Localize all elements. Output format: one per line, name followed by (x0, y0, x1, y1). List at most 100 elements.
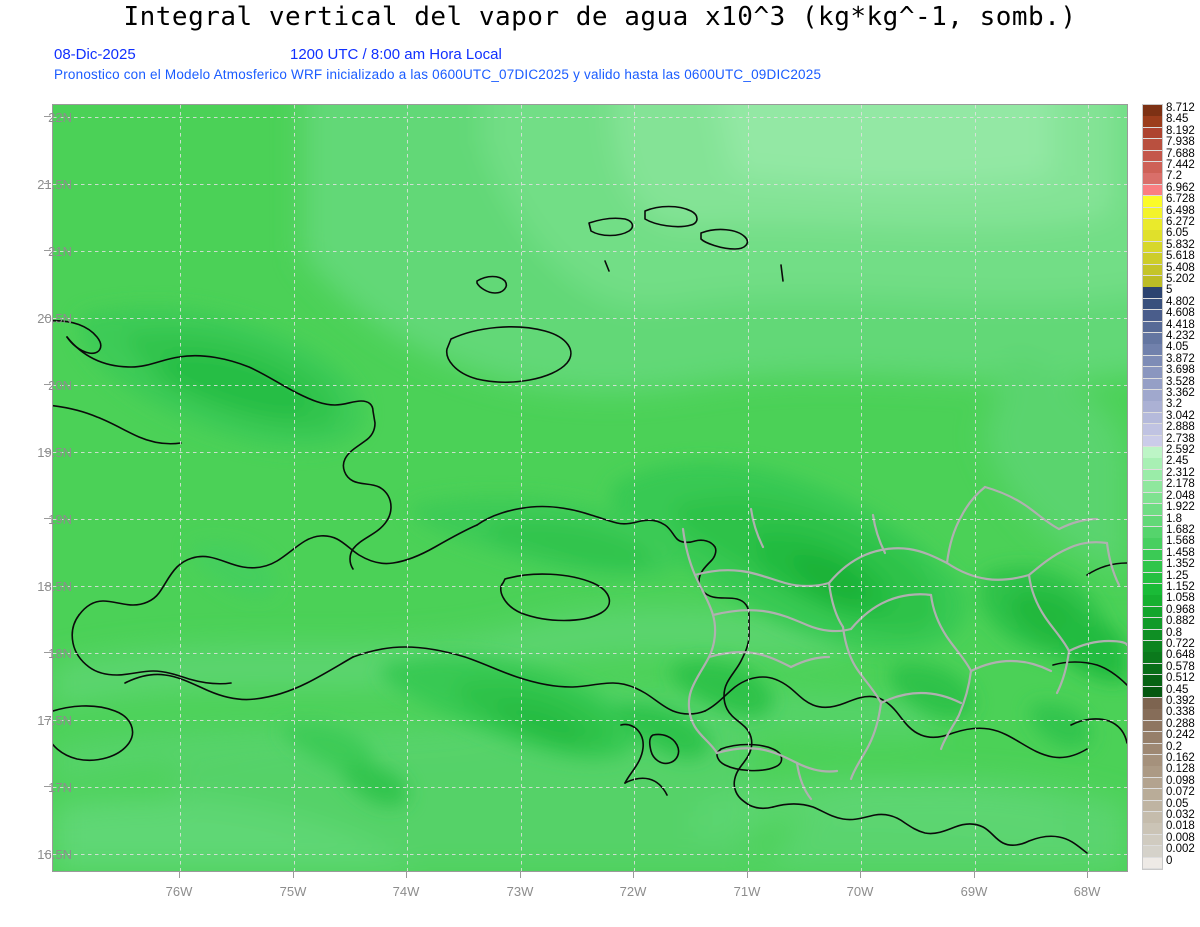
colorbar-swatch (1143, 504, 1162, 515)
colorbar-swatch (1143, 811, 1162, 823)
colorbar-tick-label: 3.362 (1166, 387, 1195, 400)
colorbar-swatch (1143, 184, 1162, 196)
colorbar-swatch (1143, 207, 1162, 219)
colorbar-tick-label: 4.05 (1166, 341, 1189, 354)
colorbar-tick-label: 5.202 (1166, 273, 1195, 286)
y-axis-label: 19N (48, 512, 72, 527)
x-axis-label: 72W (619, 884, 647, 899)
colorbar-swatch (1143, 412, 1162, 424)
colorbar-tick-label: 0.018 (1166, 820, 1195, 833)
colorbar-swatch (1143, 834, 1162, 846)
colorbar-tick-label: 8.192 (1166, 124, 1195, 137)
colorbar-swatch (1143, 709, 1162, 720)
moisture-field (53, 105, 1127, 871)
colorbar-tick-label: 2.178 (1166, 478, 1195, 491)
map-plot-area[interactable]: Sisπ - ONAMET/REP.DOM. (52, 104, 1128, 872)
colorbar-tick-label: 0.2 (1166, 740, 1182, 753)
colorbar-swatch (1143, 823, 1162, 834)
colorbar-tick-label: 5.408 (1166, 261, 1195, 274)
colorbar-tick-label: 3.2 (1166, 398, 1182, 411)
colorbar-swatch (1143, 549, 1162, 561)
colorbar-swatch (1143, 219, 1162, 230)
colorbar-swatch (1143, 846, 1162, 857)
colorbar-swatch (1143, 162, 1162, 173)
colorbar-swatch (1143, 618, 1162, 629)
colorbar-swatch (1143, 538, 1162, 549)
y-axis-label: 19.5N (37, 445, 72, 460)
colorbar-tick-label: 4.232 (1166, 330, 1195, 343)
colorbar-swatch (1143, 789, 1162, 800)
colorbar-tick-label: 6.728 (1166, 193, 1195, 206)
colorbar-tick-label: 0.722 (1166, 637, 1195, 650)
colorbar-swatch (1143, 287, 1162, 299)
y-axis-label: 20.5N (37, 311, 72, 326)
colorbar-tick-label: 1.458 (1166, 546, 1195, 559)
y-axis-label: 21N (48, 244, 72, 259)
colorbar-swatch (1143, 800, 1162, 812)
x-axis-label: 69W (960, 884, 988, 899)
colorbar-tick-label: 2.888 (1166, 421, 1195, 434)
colorbar-tick-label: 1.8 (1166, 512, 1182, 525)
colorbar-tick-label: 0.162 (1166, 751, 1195, 764)
colorbar-swatch (1143, 230, 1162, 242)
colorbar-tick-label: 0.338 (1166, 706, 1195, 719)
y-axis-label: 21.5N (37, 177, 72, 192)
colorbar-swatch (1143, 378, 1162, 390)
y-axis-label: 22N (48, 110, 72, 125)
y-axis-label: 17.5N (37, 713, 72, 728)
colorbar-tick-label: 2.738 (1166, 432, 1195, 445)
colorbar-tick-label: 1.682 (1166, 523, 1195, 536)
colorbar-swatch (1143, 253, 1162, 264)
colorbar-swatch (1143, 766, 1162, 777)
y-axis-label: 18N (48, 646, 72, 661)
colorbar-tick-label: 1.922 (1166, 501, 1195, 514)
colorbar-swatch (1143, 857, 1162, 869)
colorbar-swatch (1143, 743, 1162, 755)
colorbar-swatch (1143, 196, 1162, 207)
colorbar-swatch (1143, 469, 1162, 481)
colorbar-tick-label: 1.25 (1166, 569, 1189, 582)
colorbar-tick-label: 5.832 (1166, 238, 1195, 251)
colorbar-swatch (1143, 264, 1162, 276)
colorbar-tick-label: 7.442 (1166, 159, 1195, 171)
x-axis-label: 76W (165, 884, 193, 899)
colorbar-swatch (1143, 401, 1162, 413)
colorbar-tick-label: 0.8 (1166, 626, 1182, 639)
colorbar[interactable] (1142, 104, 1163, 870)
colorbar-swatch (1143, 754, 1162, 766)
colorbar-swatch (1143, 732, 1162, 743)
y-axis-label: 18.5N (37, 579, 72, 594)
colorbar-swatch (1143, 606, 1162, 618)
colorbar-swatch (1143, 572, 1162, 584)
colorbar-tick-label: 0.002 (1166, 843, 1195, 856)
colorbar-tick-label: 2.592 (1166, 444, 1195, 457)
colorbar-tick-label: 0.648 (1166, 649, 1195, 662)
colorbar-swatch (1143, 629, 1162, 641)
colorbar-swatch (1143, 173, 1162, 184)
colorbar-swatch (1143, 675, 1162, 686)
colorbar-tick-label: 5 (1166, 284, 1173, 297)
colorbar-tick-label: 8.45 (1166, 113, 1189, 126)
forecast-time: 1200 UTC / 8:00 am Hora Local (290, 46, 502, 63)
colorbar-swatch (1143, 321, 1162, 333)
colorbar-tick-label: 0 (1166, 854, 1173, 867)
colorbar-swatch (1143, 435, 1162, 447)
colorbar-swatch (1143, 561, 1162, 572)
colorbar-tick-label: 0.032 (1166, 808, 1195, 821)
colorbar-tick-label: 6.272 (1166, 216, 1195, 229)
y-axis-label: 20N (48, 378, 72, 393)
colorbar-swatch (1143, 515, 1162, 527)
colorbar-swatch (1143, 367, 1162, 378)
colorbar-swatch (1143, 663, 1162, 675)
colorbar-tick-label: 5.618 (1166, 250, 1195, 263)
colorbar-swatch (1143, 447, 1162, 458)
page-title: Integral vertical del vapor de agua x10^… (123, 2, 1077, 32)
colorbar-swatch (1143, 492, 1162, 504)
forecast-date: 08-Dic-2025 (54, 46, 136, 63)
x-axis-label: 71W (733, 884, 761, 899)
colorbar-swatch (1143, 333, 1162, 344)
colorbar-tick-label: 8.712 (1166, 102, 1195, 114)
colorbar-swatch (1143, 481, 1162, 492)
x-axis-label: 73W (506, 884, 534, 899)
